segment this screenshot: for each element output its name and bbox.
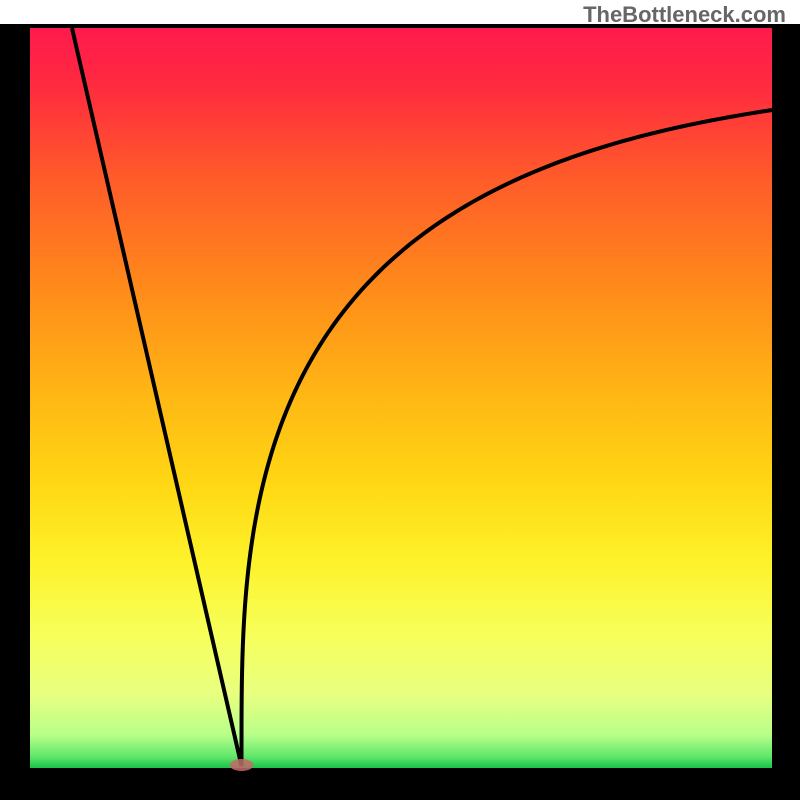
chart-container: TheBottleneck.com [0,0,800,800]
bottleneck-curve-chart [0,0,800,800]
gradient-background [30,28,772,768]
optimal-point-marker [230,759,254,771]
watermark-text: TheBottleneck.com [583,2,786,28]
